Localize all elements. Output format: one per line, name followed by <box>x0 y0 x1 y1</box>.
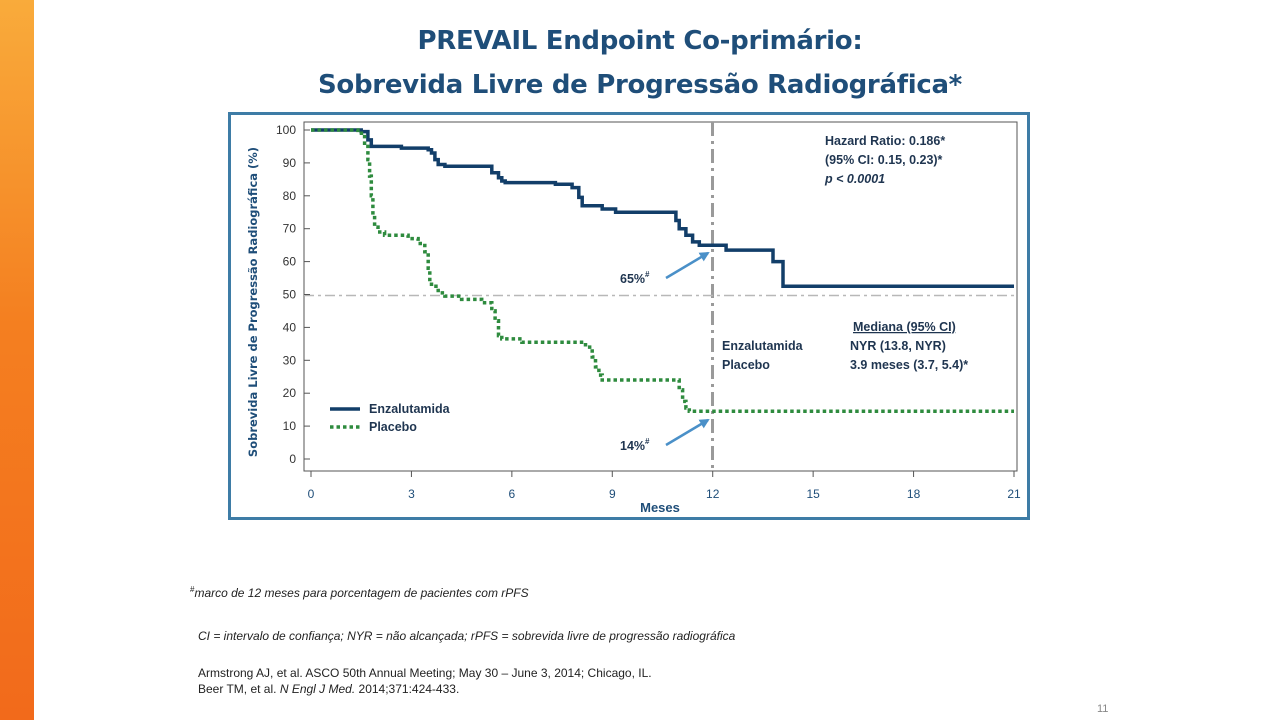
y-tick-label: 10 <box>283 419 297 433</box>
plot-area <box>303 121 1018 472</box>
series-layer <box>311 128 1014 414</box>
p-value-text: p < 0.0001 <box>824 172 885 186</box>
footnote-abbreviations: CI = intervalo de confiança; NYR = não a… <box>198 629 736 643</box>
y-tick-label: 50 <box>283 288 297 302</box>
kaplan-meier-chart: 0 10 20 30 40 50 60 70 80 90 100 0 3 6 9 12 15 18 21 Sobr… <box>246 121 1021 515</box>
median-placebo-group: Placebo <box>722 358 770 372</box>
y-tick-label: 80 <box>283 189 297 203</box>
x-axis: 0 3 6 9 12 15 18 21 <box>308 471 1021 501</box>
slide-title-line2: Sobrevida Livre de Progressão Radiográfi… <box>318 70 962 100</box>
x-tick-label: 12 <box>706 487 720 501</box>
slide-title-line1: PREVAIL Endpoint Co-primário: <box>417 26 863 56</box>
legend: Enzalutamida Placebo <box>330 402 451 434</box>
hazard-ratio-text: Hazard Ratio: 0.186* <box>825 134 945 148</box>
milestone-placebo-label: 14%# <box>620 437 650 453</box>
x-tick-label: 6 <box>509 487 516 501</box>
legend-label-enzalutamida: Enzalutamida <box>369 402 451 416</box>
brand-side-bar <box>0 0 34 720</box>
reference-2: Beer TM, et al. N Engl J Med. 2014;371:4… <box>198 682 460 696</box>
milestone-enza-label: 65%# <box>620 270 650 286</box>
x-tick-label: 3 <box>408 487 415 501</box>
y-axis-label: Sobrevida Livre de Progressão Radiográfi… <box>246 147 260 457</box>
y-tick-label: 20 <box>283 386 297 400</box>
y-tick-label: 60 <box>283 255 297 269</box>
series-line-placebo <box>311 128 1014 414</box>
y-tick-label: 90 <box>283 156 297 170</box>
median-header: Mediana (95% CI) <box>853 320 956 334</box>
chart-frame <box>228 112 1030 520</box>
y-tick-label: 70 <box>283 222 297 236</box>
x-tick-label: 18 <box>907 487 921 501</box>
median-enza-value: NYR (13.8, NYR) <box>850 339 946 353</box>
y-tick-label: 40 <box>283 320 297 334</box>
y-tick-label: 30 <box>283 353 297 367</box>
footnote-marker: # <box>190 585 195 594</box>
x-tick-label: 0 <box>308 487 315 501</box>
hazard-ratio-ci-text: (95% CI: 0.15, 0.23)* <box>825 153 943 167</box>
series-line-enzalutamida <box>311 128 1014 289</box>
reference-1: Armstrong AJ, et al. ASCO 50th Annual Me… <box>198 666 652 680</box>
page-number: 11 <box>1097 703 1109 715</box>
footnote-milestone-text: marco de 12 meses para porcentagem de pa… <box>194 586 529 600</box>
x-tick-label: 15 <box>806 487 820 501</box>
x-tick-label: 21 <box>1007 487 1021 501</box>
x-axis-label: Meses <box>640 500 680 515</box>
milestone-enza-arrow <box>665 251 710 280</box>
median-enza-group: Enzalutamida <box>722 339 804 353</box>
milestone-placebo-arrow <box>665 418 710 447</box>
x-tick-label: 9 <box>609 487 616 501</box>
y-axis: 0 10 20 30 40 50 60 70 80 90 100 <box>276 123 310 466</box>
y-tick-label: 0 <box>289 452 296 466</box>
median-placebo-value: 3.9 meses (3.7, 5.4)* <box>850 358 968 372</box>
legend-label-placebo: Placebo <box>369 420 417 434</box>
footnote-milestone: #marco de 12 meses para porcentagem de p… <box>190 585 529 600</box>
y-tick-label: 100 <box>276 123 296 137</box>
